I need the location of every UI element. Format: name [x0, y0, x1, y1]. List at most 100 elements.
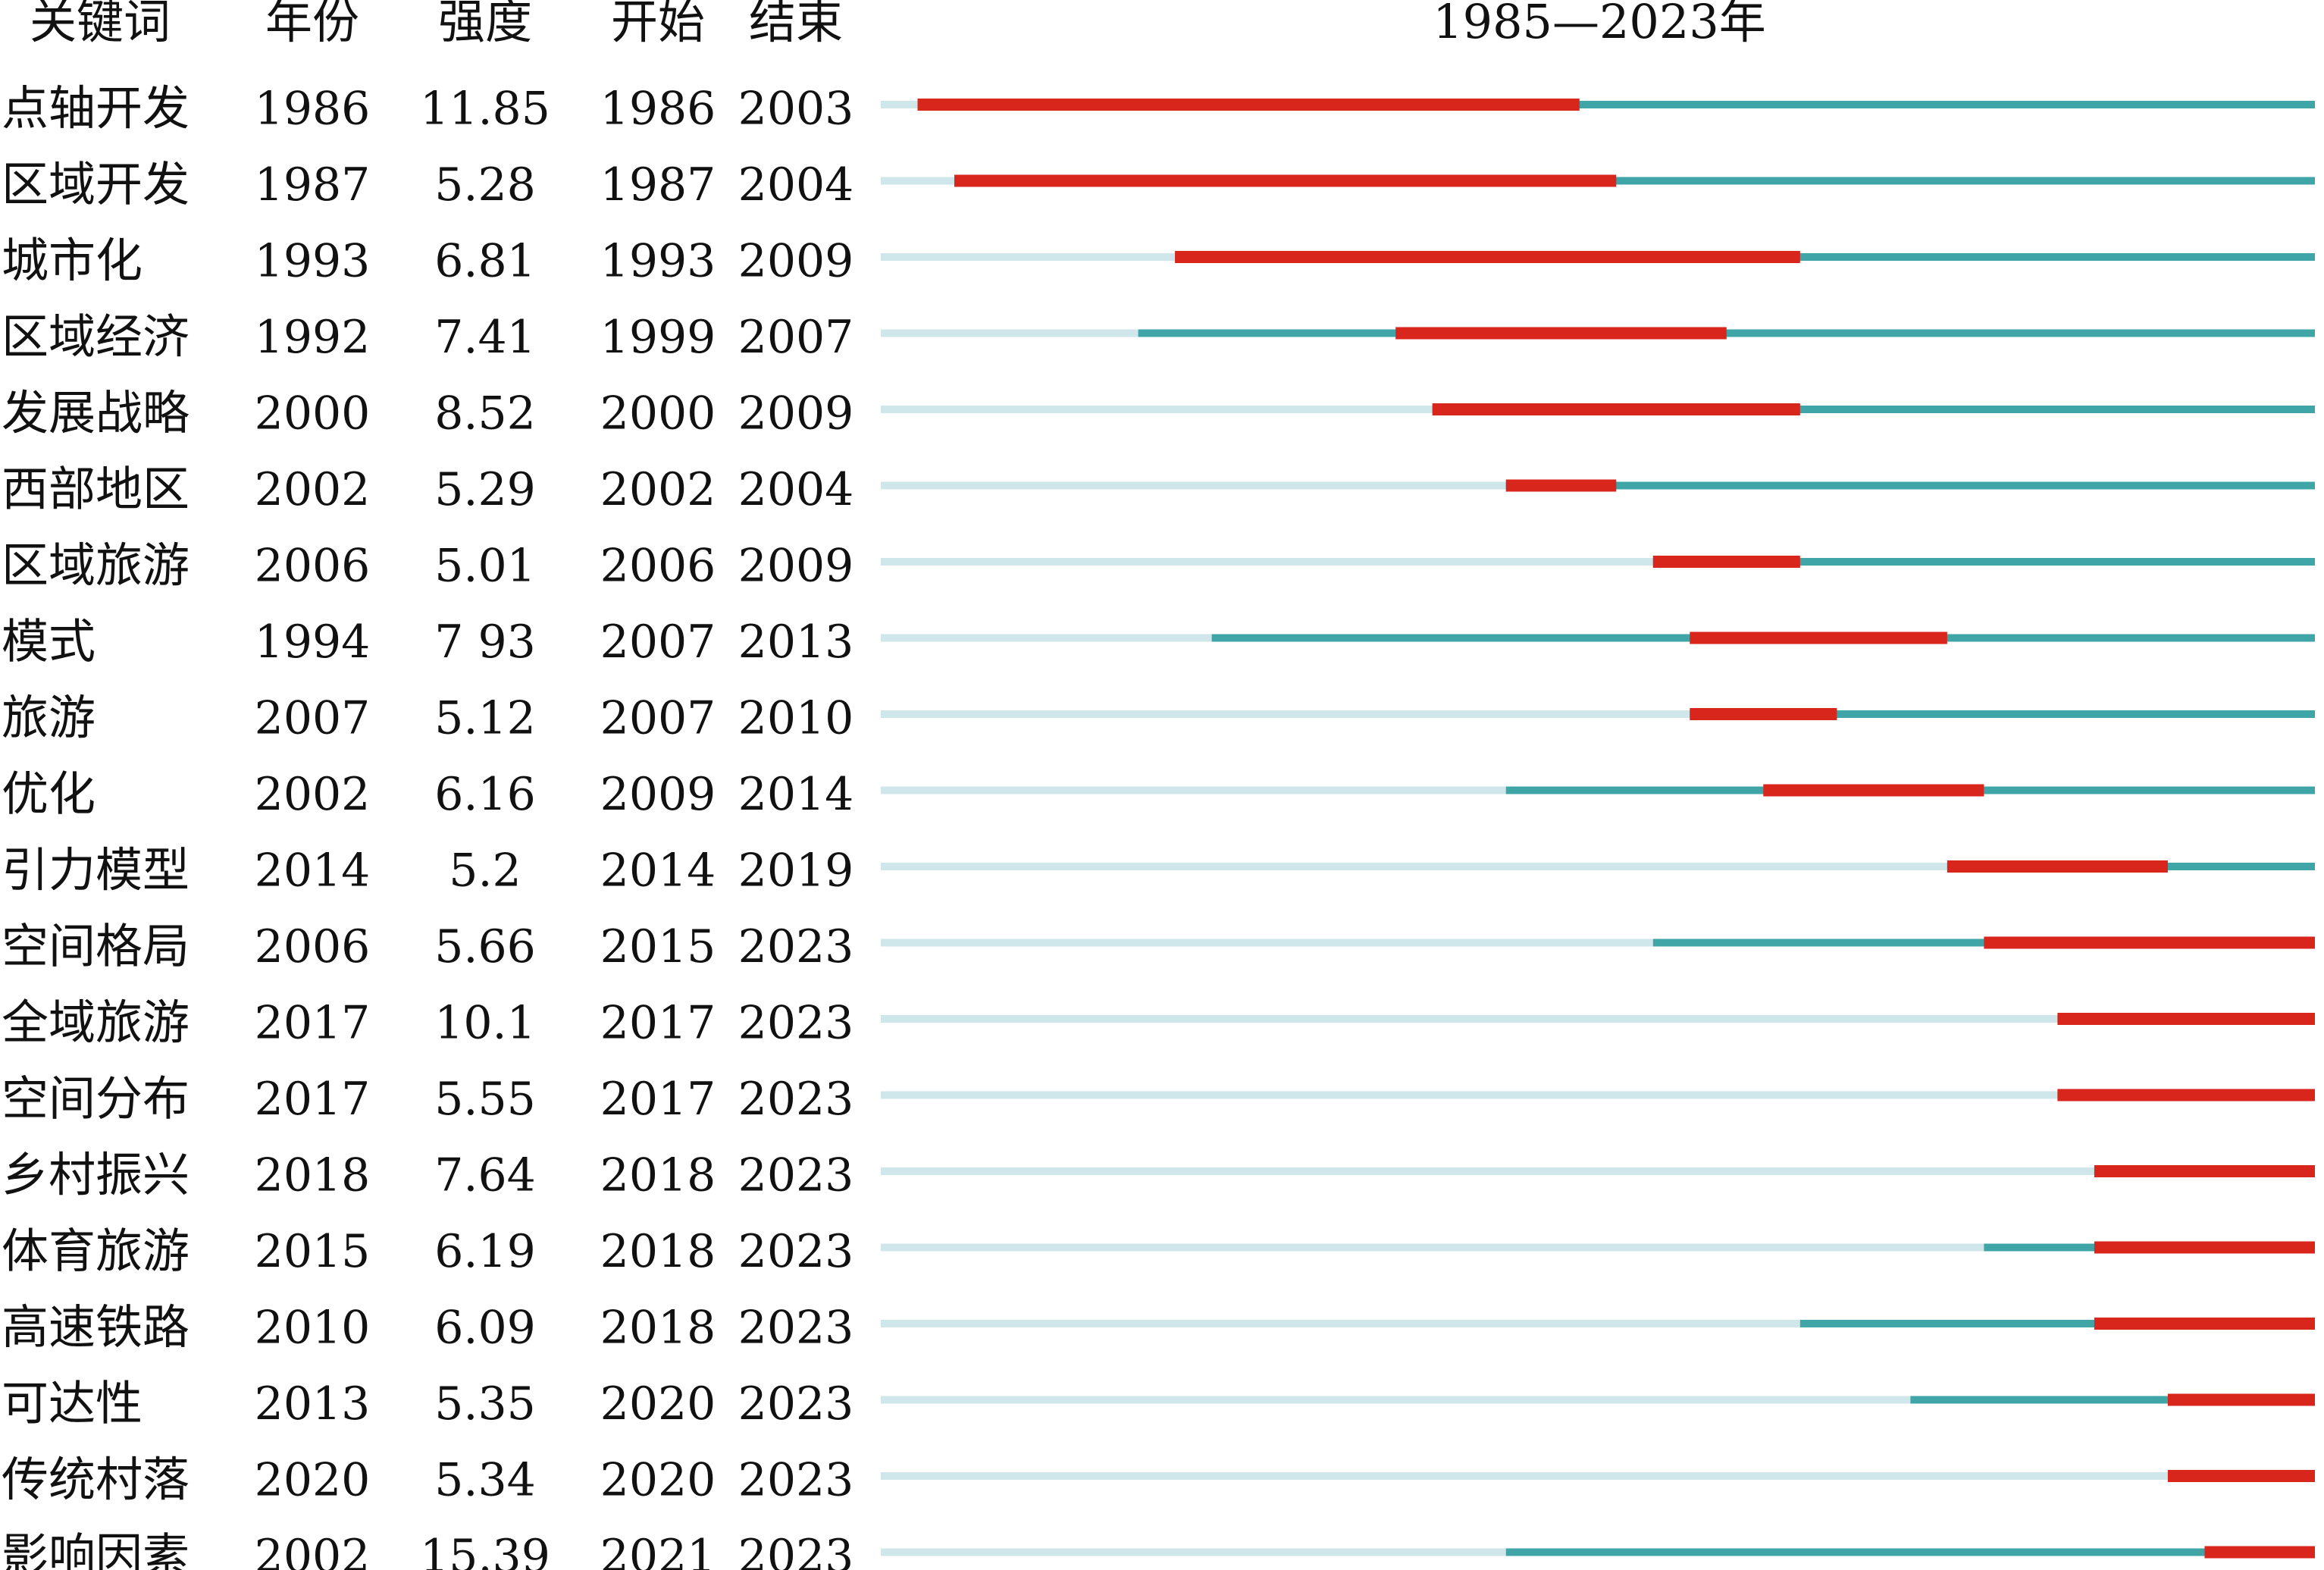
begin-value: 2018 — [600, 1149, 716, 1202]
timeline-before-bar — [881, 406, 1433, 413]
keyword-label: 全域旅游 — [2, 995, 189, 1050]
table-row: 乡村振兴 2018 7.64 2018 2023 — [2, 1147, 2315, 1202]
keyword-label: 乡村振兴 — [2, 1147, 189, 1202]
table-row: 城市化 1993 6.81 1993 2009 — [2, 233, 2315, 288]
keyword-label: 城市化 — [2, 233, 143, 288]
begin-value: 2017 — [600, 997, 716, 1050]
keyword-label: 区域经济 — [2, 309, 189, 365]
end-value: 2023 — [738, 1149, 854, 1202]
burst-bar — [1395, 327, 1727, 340]
strength-value: 6.09 — [434, 1302, 536, 1355]
burst-bar — [1763, 784, 1984, 797]
burst-bar — [1432, 403, 1800, 415]
table-row: 点轴开发 1986 11.85 1986 2003 — [2, 80, 2315, 136]
end-value: 2023 — [738, 1073, 854, 1126]
table-row: 发展战略 2000 8.52 2000 2009 — [2, 385, 2315, 440]
burst-bar — [954, 174, 1617, 187]
timeline-before-bar — [881, 1167, 2094, 1175]
burst-bar — [2057, 1089, 2315, 1102]
keyword-label: 空间分布 — [2, 1071, 189, 1127]
header-end: 结束 — [749, 0, 843, 49]
keyword-label: 西部地区 — [2, 462, 189, 517]
begin-value: 2015 — [600, 920, 716, 973]
begin-value: 1987 — [600, 158, 716, 212]
keyword-label: 旅游 — [2, 690, 96, 745]
timeline-before-bar — [881, 558, 1653, 566]
timeline-before-bar — [881, 863, 1947, 870]
timeline-active-bar — [1690, 710, 2315, 718]
keyword-label: 影响因素 — [2, 1528, 189, 1570]
begin-value: 2020 — [600, 1454, 716, 1507]
burst-bar — [917, 99, 1580, 111]
timeline-active-bar — [1505, 481, 2315, 490]
table-row: 空间分布 2017 5.55 2017 2023 — [2, 1071, 2315, 1127]
burst-bar — [2094, 1318, 2315, 1330]
keyword-label: 高速铁路 — [2, 1299, 189, 1355]
year-value: 1992 — [255, 311, 371, 364]
end-value: 2019 — [738, 845, 854, 898]
burst-bar — [2057, 1013, 2315, 1025]
table-row: 引力模型 2014 5.2 2014 2019 — [2, 842, 2315, 898]
keyword-label: 传统村落 — [2, 1452, 189, 1507]
year-value: 2013 — [255, 1377, 371, 1431]
table-header: 关键词 年份 强度 开始 结束 1985—2023年 — [30, 0, 1766, 49]
keyword-label: 体育旅游 — [2, 1224, 189, 1279]
table-row: 可达性 2013 5.35 2020 2023 — [2, 1376, 2315, 1431]
keyword-label: 空间格局 — [2, 919, 189, 974]
begin-value: 2009 — [600, 768, 716, 821]
burst-bar — [2094, 1165, 2315, 1177]
header-timeline: 1985—2023年 — [1433, 0, 1766, 49]
begin-value: 1986 — [600, 83, 716, 136]
end-value: 2009 — [738, 540, 854, 593]
strength-value: 15.39 — [420, 1530, 550, 1570]
header-keyword: 关键词 — [30, 0, 171, 49]
timeline-before-bar — [881, 481, 1506, 490]
strength-value: 5.55 — [434, 1073, 536, 1126]
strength-value: 8.52 — [434, 387, 536, 440]
burst-bar — [1505, 479, 1617, 492]
timeline-before-bar — [881, 177, 955, 185]
end-value: 2023 — [738, 920, 854, 973]
year-value: 2006 — [255, 540, 371, 593]
strength-value: 5.35 — [434, 1377, 536, 1431]
table-row: 旅游 2007 5.12 2007 2010 — [2, 690, 2315, 745]
table-row: 空间格局 2006 5.66 2015 2023 — [2, 919, 2315, 974]
begin-value: 2017 — [600, 1073, 716, 1126]
timeline-before-bar — [881, 1091, 2058, 1099]
begin-value: 2007 — [600, 692, 716, 745]
keyword-label: 模式 — [2, 614, 96, 669]
strength-value: 6.81 — [434, 235, 536, 288]
strength-value: 5.66 — [434, 920, 536, 973]
table-row: 区域经济 1992 7.41 1999 2007 — [2, 309, 2315, 365]
end-value: 2003 — [738, 83, 854, 136]
burst-bar — [2167, 1393, 2315, 1406]
table-row: 传统村落 2020 5.34 2020 2023 — [2, 1452, 2315, 1507]
timeline-active-bar — [1505, 1548, 2315, 1556]
strength-value: 7.64 — [434, 1149, 536, 1202]
end-value: 2004 — [738, 158, 854, 212]
strength-value: 5.01 — [434, 540, 536, 593]
end-value: 2009 — [738, 387, 854, 440]
year-value: 1986 — [255, 83, 371, 136]
year-value: 2006 — [255, 920, 371, 973]
strength-value: 10.1 — [434, 997, 536, 1050]
begin-value: 2021 — [600, 1530, 716, 1570]
end-value: 2023 — [738, 1377, 854, 1431]
burst-bar — [2204, 1546, 2315, 1559]
burst-bar — [2167, 1470, 2315, 1482]
year-value: 2002 — [255, 463, 371, 516]
keyword-label: 可达性 — [2, 1376, 143, 1431]
strength-value: 11.85 — [420, 83, 550, 136]
timeline-before-bar — [881, 1396, 1911, 1404]
timeline-before-bar — [881, 939, 1653, 947]
begin-value: 2006 — [600, 540, 716, 593]
end-value: 2014 — [738, 768, 854, 821]
header-strength: 强度 — [438, 0, 532, 49]
begin-value: 2014 — [600, 845, 716, 898]
timeline-before-bar — [881, 1548, 1506, 1556]
end-value: 2023 — [738, 1530, 854, 1570]
end-value: 2023 — [738, 1454, 854, 1507]
keyword-label: 优化 — [2, 766, 96, 822]
end-value: 2010 — [738, 692, 854, 745]
